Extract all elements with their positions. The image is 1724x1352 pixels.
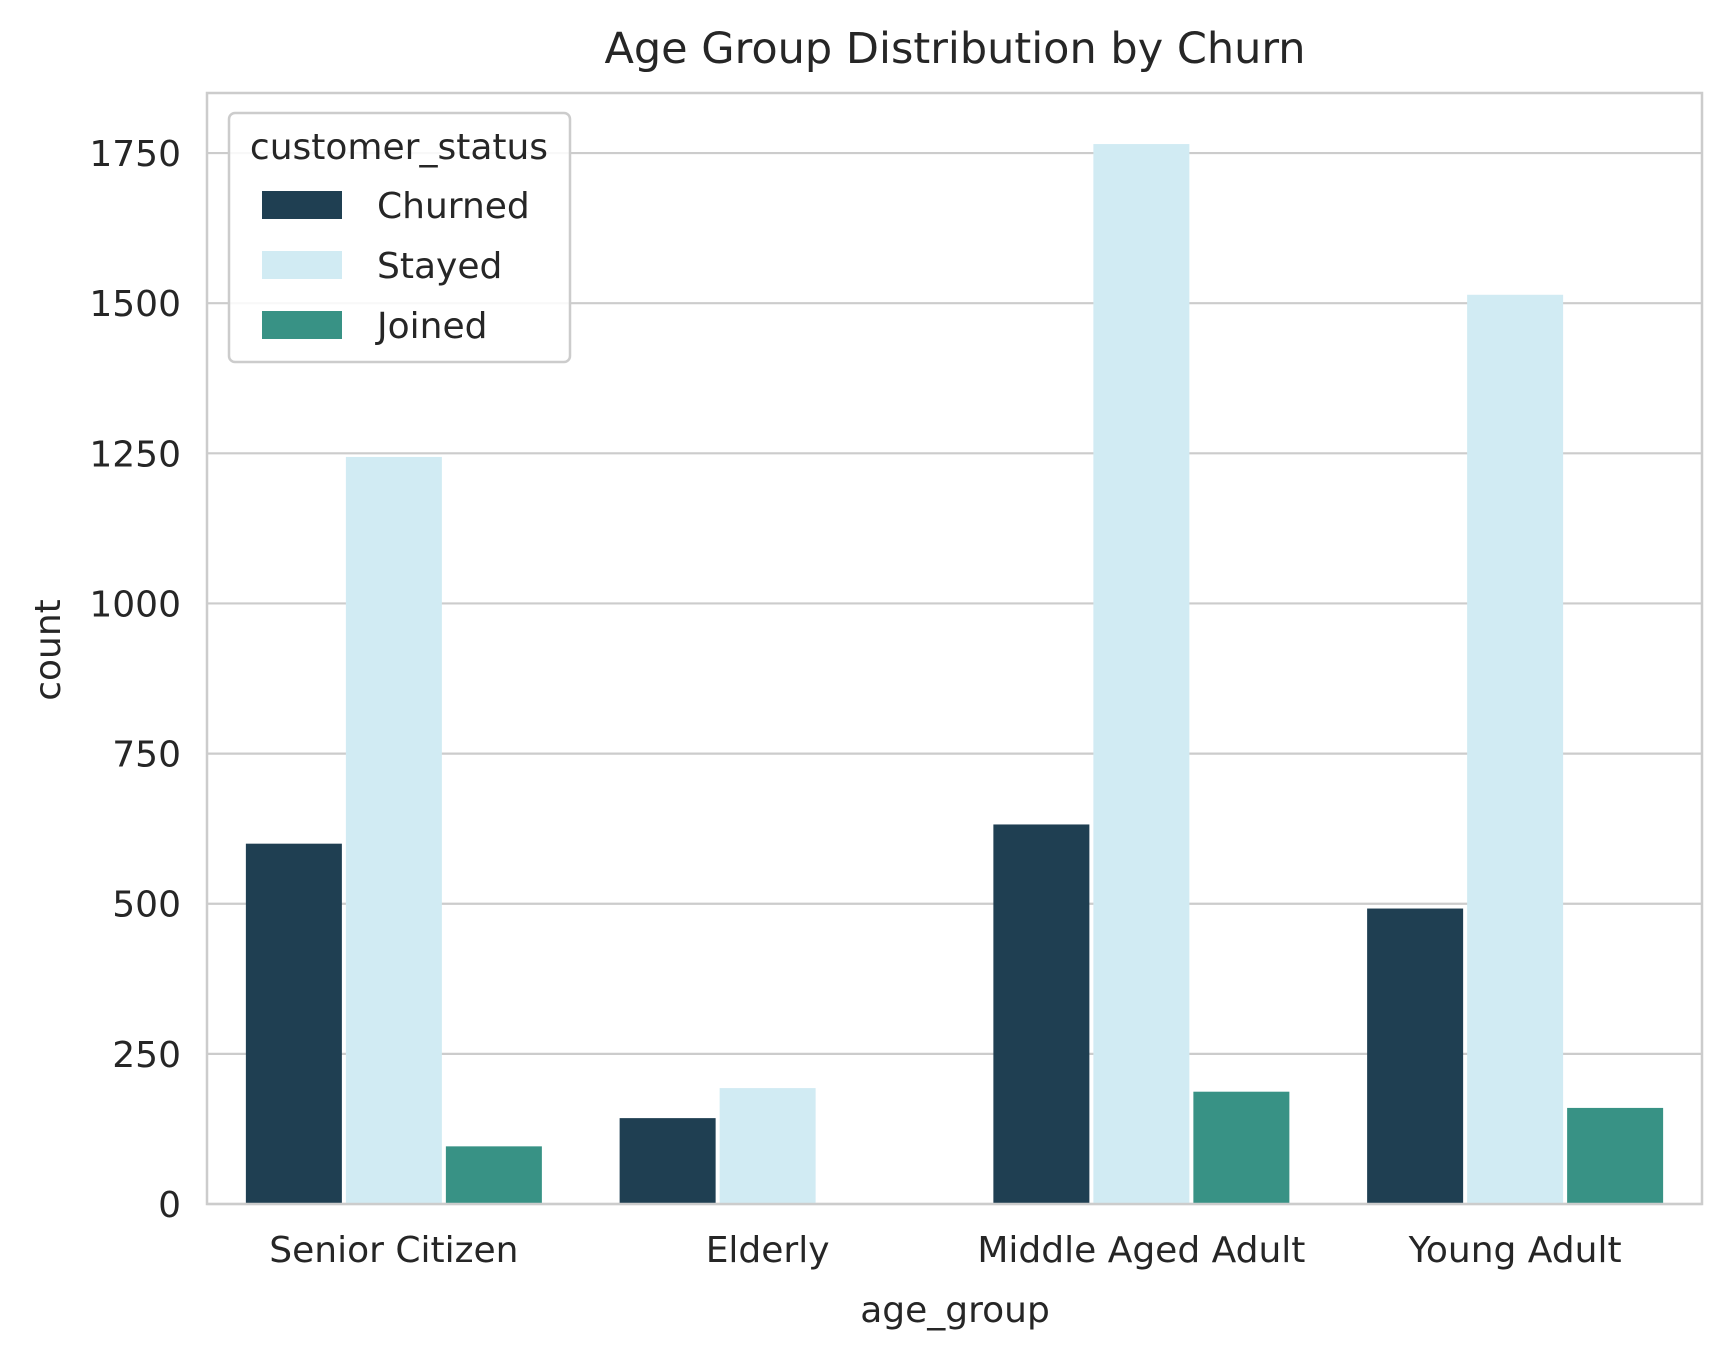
legend-label-stayed: Stayed	[377, 246, 502, 287]
bar-stayed-elderly	[719, 1088, 816, 1204]
bar-joined-senior-citizen	[445, 1146, 542, 1204]
legend-swatch-stayed	[262, 251, 342, 279]
legend: customer_status Churned Stayed Joined	[227, 111, 572, 364]
y-tick-labels: 0 250 500 750 1000 1250 1500 1750	[89, 134, 181, 1226]
y-tick-label: 1750	[89, 134, 181, 175]
y-tick-label: 1000	[89, 584, 181, 625]
legend-swatch-joined	[262, 311, 342, 339]
x-tick-label: Young Adult	[1408, 1230, 1622, 1271]
legend-label-churned: Churned	[377, 186, 530, 227]
bar-churned-elderly	[619, 1118, 716, 1204]
legend-frame	[227, 111, 572, 364]
bar-churned-middle-aged-adult	[993, 824, 1090, 1204]
x-tick-label: Middle Aged Adult	[977, 1230, 1305, 1271]
bar-joined-young-adult	[1567, 1107, 1664, 1204]
x-tick-label: Senior Citizen	[269, 1230, 518, 1271]
y-tick-label: 1250	[89, 434, 181, 475]
legend-swatch-churned	[262, 191, 342, 219]
bar-stayed-young-adult	[1467, 294, 1564, 1204]
bar-churned-young-adult	[1367, 908, 1464, 1204]
y-tick-label: 1500	[89, 284, 181, 325]
bar-churned-senior-citizen	[245, 843, 342, 1204]
bars	[245, 144, 1664, 1205]
x-axis-label: age_group	[860, 1290, 1050, 1331]
legend-title: customer_status	[250, 127, 548, 168]
y-axis-label: count	[28, 599, 69, 701]
y-tick-label: 500	[112, 885, 181, 926]
x-tick-labels: Senior Citizen Elderly Middle Aged Adult Yo…	[269, 1230, 1621, 1271]
y-tick-label: 250	[112, 1035, 181, 1076]
x-tick-label: Elderly	[706, 1230, 830, 1271]
y-tick-label: 0	[158, 1185, 181, 1226]
bar-stayed-middle-aged-adult	[1093, 144, 1190, 1205]
legend-label-joined: Joined	[375, 306, 487, 347]
legend-items: Churned Stayed Joined	[262, 186, 530, 347]
plot-frame	[205, 91, 1704, 1206]
bar-stayed-senior-citizen	[345, 456, 442, 1204]
bar-joined-middle-aged-adult	[1193, 1091, 1290, 1204]
y-tick-label: 750	[112, 735, 181, 776]
chart-title: Age Group Distribution by Churn	[604, 24, 1305, 74]
